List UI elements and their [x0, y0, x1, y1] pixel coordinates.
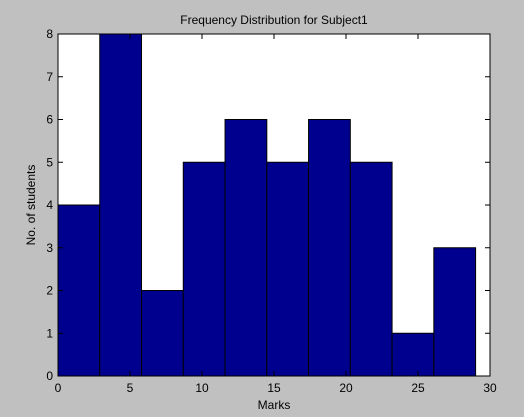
x-tick-label-30: 30 — [483, 381, 497, 395]
histogram-bar-3 — [141, 290, 184, 377]
y-axis-ticks: 0 1 2 3 4 5 6 7 8 — [46, 27, 490, 383]
histogram-bar-9 — [391, 332, 435, 377]
histogram-bar-2 — [99, 33, 143, 377]
y-tick-label-6: 6 — [46, 113, 53, 127]
x-axis-label: Marks — [258, 398, 291, 412]
y-tick-label-0: 0 — [46, 369, 53, 383]
histogram-bar-6 — [266, 161, 310, 377]
x-tick-label-25: 25 — [411, 381, 425, 395]
x-tick-label-15: 15 — [267, 381, 281, 395]
x-axis-ticks: 0 5 10 15 20 25 30 — [55, 34, 497, 395]
histogram-bar-5 — [224, 119, 268, 377]
chart-title: Frequency Distribution for Subject1 — [180, 13, 368, 27]
y-tick-label-8: 8 — [46, 27, 53, 41]
y-tick-label-2: 2 — [46, 284, 53, 298]
y-tick-label-3: 3 — [46, 241, 53, 255]
histogram-bar-1 — [57, 204, 101, 377]
x-tick-label-0: 0 — [55, 381, 62, 395]
x-tick-label-5: 5 — [127, 381, 134, 395]
y-tick-label-4: 4 — [46, 198, 53, 212]
x-tick-label-10: 10 — [195, 381, 209, 395]
histogram-bar-8 — [349, 161, 393, 377]
y-tick-label-5: 5 — [46, 155, 53, 169]
y-axis-label: No. of students — [24, 165, 38, 246]
x-tick-label-20: 20 — [339, 381, 353, 395]
bar-group — [57, 33, 477, 377]
histogram-bar-4 — [182, 161, 226, 377]
y-tick-label-1: 1 — [46, 326, 53, 340]
histogram-bar-10 — [433, 247, 477, 377]
histogram-bar-7 — [308, 119, 351, 377]
y-tick-label-7: 7 — [46, 70, 53, 84]
